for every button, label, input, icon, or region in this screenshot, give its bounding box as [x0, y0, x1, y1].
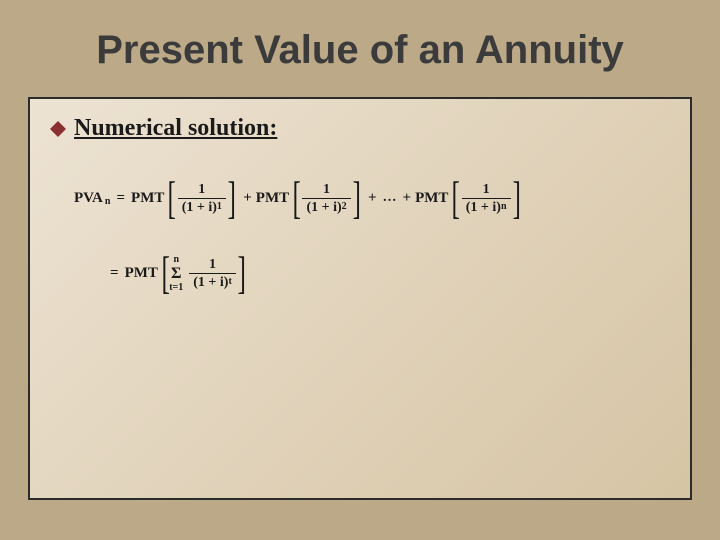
plus-2: + — [368, 190, 377, 207]
num-n: 1 — [479, 182, 494, 198]
frac-1: 1 (1 + i) 1 — [178, 182, 226, 216]
exp-n: n — [501, 201, 507, 212]
sigma-bot: t=1 — [169, 283, 183, 293]
term-1: [ 1 (1 + i) 1 ] — [168, 180, 235, 217]
num-sum: 1 — [205, 257, 220, 273]
den-base-n: (1 + i) — [466, 200, 501, 215]
frac-2: 1 (1 + i) 2 — [302, 182, 350, 216]
diamond-bullet-icon — [50, 121, 66, 137]
den-base-2: (1 + i) — [306, 200, 341, 215]
frac-sum: 1 (1 + i) t — [189, 257, 236, 291]
pmt-1: PMT — [131, 190, 164, 207]
slide-inner: Present Value of an Annuity Numerical so… — [28, 28, 692, 500]
exp-1: 1 — [217, 201, 222, 212]
lhs-sub: n — [105, 196, 111, 207]
term-sum: [ n Σ t=1 1 (1 + i) t — [162, 255, 245, 293]
slide-title: Present Value of an Annuity — [28, 28, 692, 79]
term-2: [ 1 (1 + i) 2 ] — [293, 180, 360, 217]
bullet-row: Numerical solution: — [50, 115, 670, 142]
slide: Present Value of an Annuity Numerical so… — [0, 0, 720, 540]
pmt-sum: PMT — [125, 265, 158, 282]
den-base-1: (1 + i) — [182, 200, 217, 215]
num-2: 1 — [319, 182, 334, 198]
plus-3: + — [403, 190, 412, 207]
pmt-2: PMT — [256, 190, 289, 207]
sigma-icon: Σ — [171, 266, 181, 282]
plus-1: + — [243, 190, 252, 207]
exp-2: 2 — [342, 201, 347, 212]
ellipsis: … — [383, 190, 397, 206]
frac-n: 1 (1 + i) n — [462, 182, 511, 216]
exp-sum: t — [228, 276, 231, 287]
lhs: PVA n — [74, 190, 110, 207]
bullet-text: Numerical solution: — [74, 115, 277, 142]
num-1: 1 — [194, 182, 209, 198]
formula-line-2: = PMT [ n Σ t=1 1 (1 + i) — [110, 255, 666, 293]
formula-line-1: PVA n = PMT [ 1 (1 + i) 1 — [74, 180, 666, 217]
eq-sign: = — [116, 190, 125, 207]
eq-sign-2: = — [110, 265, 119, 282]
formula-area: PVA n = PMT [ 1 (1 + i) 1 — [50, 170, 670, 293]
term-n: [ 1 (1 + i) n ] — [452, 180, 519, 217]
sigma-top: n — [173, 255, 179, 265]
content-box: Numerical solution: PVA n = PMT [ 1 — [28, 97, 692, 500]
den-base-sum: (1 + i) — [193, 275, 228, 290]
lhs-symbol: PVA — [74, 190, 103, 207]
sigma-block: n Σ t=1 — [169, 255, 183, 293]
pmt-n: PMT — [415, 190, 448, 207]
